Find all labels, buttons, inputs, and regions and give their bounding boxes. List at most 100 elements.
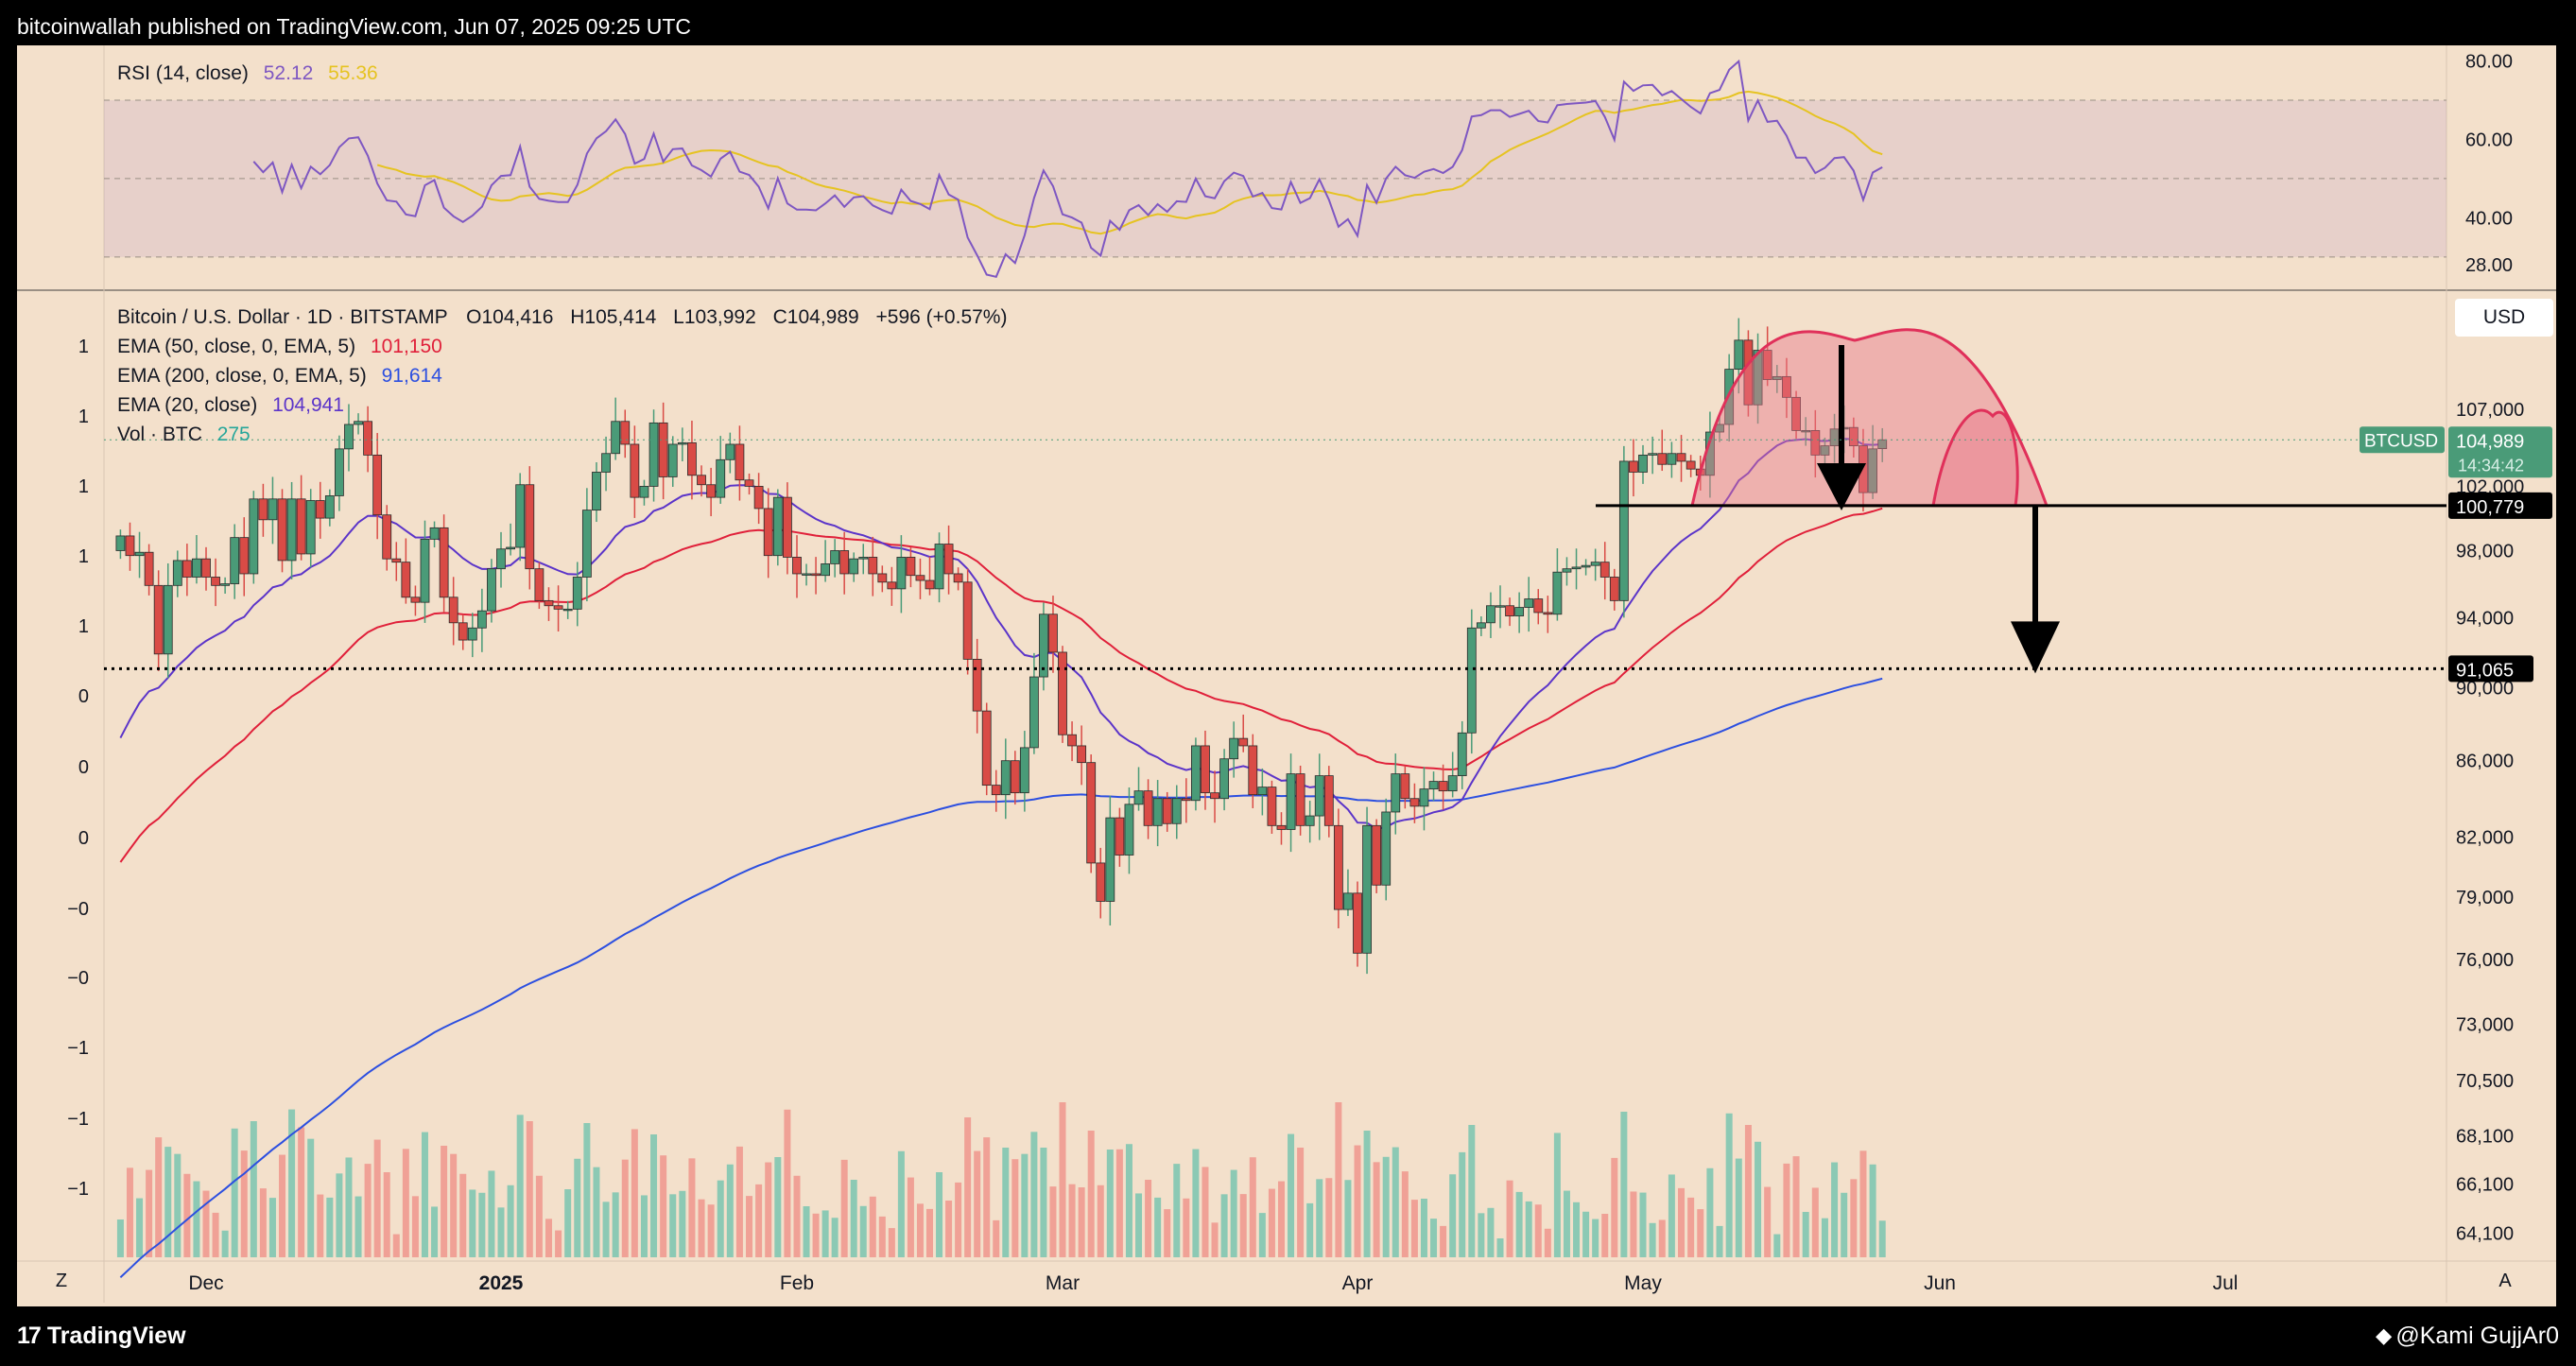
candle-body [1409, 798, 1420, 807]
last-price-label: 104,989 [2456, 431, 2524, 452]
candle [687, 420, 697, 500]
candle [1286, 753, 1296, 853]
candle [877, 565, 888, 593]
candle [1039, 602, 1048, 691]
candle-body [476, 610, 487, 629]
candle [1848, 417, 1859, 458]
candle [487, 559, 496, 623]
volume-bar [126, 1167, 133, 1257]
rsi-tick-label: 60.00 [2465, 130, 2513, 150]
candle-body [201, 558, 211, 578]
candle-body [1295, 773, 1305, 826]
candle [1877, 427, 1888, 462]
candle-body [687, 441, 697, 476]
candle-body [1000, 760, 1011, 796]
candle [1229, 721, 1239, 778]
auto-scale-button[interactable]: A [2498, 1271, 2512, 1291]
volume-bar [1716, 1225, 1723, 1257]
price-tick-label: 94,000 [2456, 608, 2514, 629]
volume-bar [1459, 1151, 1466, 1257]
volume-bar [1410, 1200, 1418, 1257]
rsi-tick-label: 80.00 [2465, 52, 2513, 73]
price-tick-label: 64,100 [2456, 1224, 2514, 1245]
z-button[interactable]: Z [55, 1271, 68, 1291]
candle-body [1362, 824, 1372, 954]
symbol-tag-label: BTCUSD [2364, 431, 2438, 451]
candle [258, 483, 268, 537]
volume-bar [660, 1155, 667, 1257]
candle [1762, 326, 1772, 387]
candle [1086, 754, 1097, 873]
candle [1618, 445, 1629, 618]
ema20-label[interactable]: EMA (20, close) [117, 394, 258, 416]
left-scale-label: 1 [78, 406, 89, 427]
volume-bar [1125, 1144, 1132, 1257]
candle [144, 544, 154, 596]
vol-label[interactable]: Vol · BTC [117, 424, 202, 445]
volume-bar [555, 1230, 562, 1257]
candle [1152, 780, 1163, 847]
candle [620, 409, 631, 458]
tradingview-logo[interactable]: 17 TradingView [17, 1320, 186, 1352]
candle [1096, 847, 1106, 919]
candle [1571, 548, 1582, 590]
candle-body [772, 496, 783, 557]
ema50-label[interactable]: EMA (50, close, 0, EMA, 5) [117, 336, 356, 357]
candle-body [1286, 773, 1296, 830]
volume-bar [784, 1109, 791, 1257]
volume-bar [497, 1207, 505, 1257]
candle-body [1447, 775, 1458, 792]
volume-bar [859, 1205, 867, 1257]
candle-body [277, 498, 287, 562]
symbol-title[interactable]: Bitcoin / U.S. Dollar · 1D · BITSTAMP [117, 306, 448, 328]
volume-bar [1192, 1149, 1200, 1257]
candle [1133, 767, 1144, 811]
candle [315, 481, 325, 539]
candle [1552, 548, 1563, 621]
volume-bar [1154, 1197, 1162, 1257]
candle-body [811, 573, 821, 577]
candle [953, 567, 963, 591]
candle [1495, 585, 1505, 629]
price-tick-label: 76,000 [2456, 950, 2514, 971]
volume-bar [1373, 1162, 1380, 1257]
volume-bar [1268, 1188, 1275, 1257]
candle [1409, 783, 1420, 823]
volume-bar [717, 1180, 724, 1257]
volume-bar [136, 1198, 144, 1257]
volume-bar [1183, 1198, 1190, 1257]
candle-body [1791, 396, 1801, 431]
ema200-label[interactable]: EMA (200, close, 0, EMA, 5) [117, 365, 367, 387]
candle-body [335, 448, 344, 496]
volume-bar [812, 1213, 820, 1257]
candle-body [1124, 804, 1134, 856]
volume-bar [1639, 1192, 1647, 1257]
candle [1810, 409, 1821, 478]
candle-body [410, 597, 421, 603]
volume-bar [1430, 1219, 1438, 1257]
volume-bar [193, 1181, 200, 1257]
candle-body [268, 498, 278, 521]
volume-bar [1515, 1191, 1523, 1257]
volume-bar [1202, 1167, 1209, 1257]
candle-body [1323, 775, 1334, 826]
rsi-legend: RSI (14, close) 52.12 55.36 [117, 59, 378, 88]
volume-bar [1525, 1201, 1532, 1257]
volume-bar [459, 1173, 467, 1257]
currency-button[interactable]: USD [2455, 299, 2553, 337]
volume-bar [1783, 1163, 1790, 1257]
candle-body [1086, 762, 1097, 864]
candle [1505, 597, 1514, 627]
candle-body [1571, 566, 1582, 570]
left-scale-label: −0 [67, 899, 89, 920]
candle-body [172, 560, 182, 586]
candle-body [925, 579, 935, 590]
volume-bar [1468, 1125, 1476, 1257]
volume-bar [1258, 1213, 1266, 1257]
left-scale-label: 0 [78, 686, 89, 707]
volume-bar [1097, 1184, 1104, 1257]
volume-bar [831, 1218, 838, 1257]
volume-bar [765, 1162, 772, 1257]
volume-bar [1869, 1164, 1876, 1257]
